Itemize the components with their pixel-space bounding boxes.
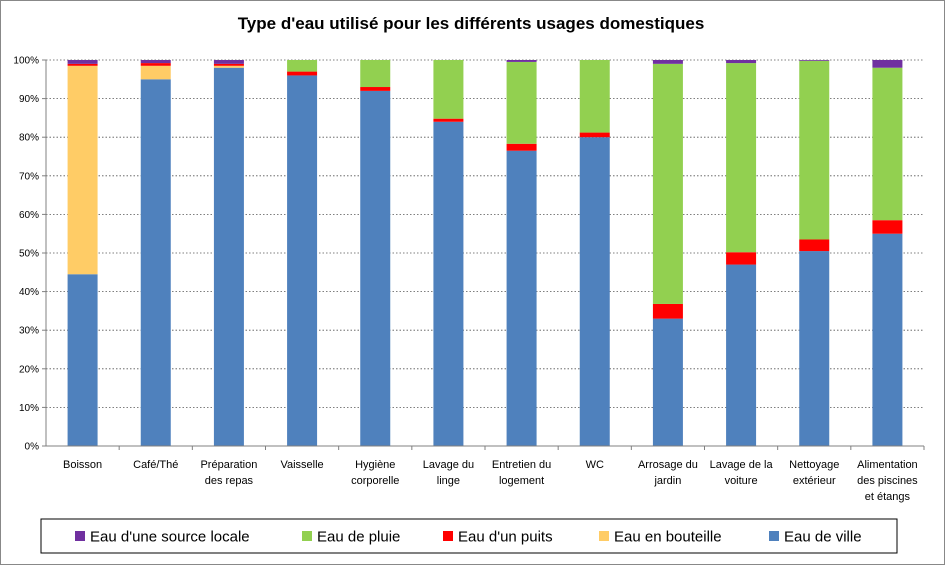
bar-segment bbox=[433, 121, 464, 446]
legend-label: Eau d'une source locale bbox=[90, 529, 250, 546]
y-tick-label: 90% bbox=[19, 94, 39, 105]
bar-segment bbox=[652, 318, 683, 446]
legend-label: Eau en bouteille bbox=[614, 529, 722, 546]
bar-segment bbox=[67, 63, 98, 66]
bar-segment bbox=[287, 75, 318, 446]
bar-segment bbox=[799, 239, 830, 252]
bar-segment bbox=[799, 60, 830, 61]
legend-swatch bbox=[75, 531, 85, 541]
x-category-label: Boisson bbox=[63, 459, 102, 471]
x-category-label: Alimentation des piscines et étangs bbox=[857, 459, 918, 503]
bar-segment bbox=[652, 63, 683, 304]
bar-segment bbox=[213, 67, 244, 446]
y-tick-label: 60% bbox=[19, 210, 39, 221]
legend-box bbox=[40, 518, 898, 554]
legend-swatch bbox=[769, 531, 779, 541]
bar-segment bbox=[67, 274, 98, 446]
bar-segment bbox=[67, 60, 98, 64]
bar-segment bbox=[287, 60, 318, 72]
bar-segment bbox=[360, 60, 391, 88]
x-category-label: Vaisselle bbox=[280, 459, 323, 471]
y-tick-label: 10% bbox=[19, 403, 39, 414]
legend-swatch bbox=[302, 531, 312, 541]
bar-segment bbox=[579, 60, 610, 133]
x-category-label: WC bbox=[586, 459, 604, 471]
bar-segment bbox=[433, 118, 464, 122]
bar-segment bbox=[213, 65, 244, 68]
bar-segment bbox=[287, 71, 318, 76]
bar-segment bbox=[579, 132, 610, 138]
bar-segment bbox=[140, 60, 171, 64]
bar-segment bbox=[872, 220, 903, 234]
x-category-label: Préparation des repas bbox=[200, 459, 257, 487]
bar-segment bbox=[872, 233, 903, 446]
bar-segment bbox=[360, 87, 391, 91]
bar-segment bbox=[799, 60, 830, 240]
bar-segment bbox=[652, 60, 683, 64]
bar-segment bbox=[506, 60, 537, 62]
bar-segment bbox=[726, 60, 757, 64]
x-category-label: Hygiène corporelle bbox=[351, 459, 399, 487]
y-tick-label: 40% bbox=[19, 287, 39, 298]
y-tick-label: 0% bbox=[25, 442, 40, 453]
bar-segment bbox=[726, 63, 757, 253]
bar-segment bbox=[579, 137, 610, 446]
y-tick-label: 70% bbox=[19, 171, 39, 182]
axes: 0% 10% 20% 30% 40% 50% 60% 70% 80% 90% 100% Boisson… bbox=[13, 56, 925, 503]
bar-segment bbox=[433, 60, 464, 119]
legend-label: Eau de pluie bbox=[317, 529, 400, 546]
legend-swatch bbox=[599, 531, 609, 541]
y-tick-label: 30% bbox=[19, 326, 39, 337]
x-category-label: Nettoyage extérieur bbox=[789, 459, 839, 487]
bar-segment bbox=[140, 65, 171, 80]
bar-segment bbox=[872, 67, 903, 221]
bar-segment bbox=[872, 60, 903, 68]
bars bbox=[67, 60, 903, 447]
bar-segment bbox=[140, 79, 171, 447]
bar-segment bbox=[652, 303, 683, 319]
chart-title: Type d'eau utilisé pour les différents u… bbox=[238, 14, 705, 33]
bar-segment bbox=[726, 264, 757, 446]
gridlines bbox=[46, 59, 924, 408]
bar-segment bbox=[506, 61, 537, 144]
bar-segment bbox=[726, 252, 757, 265]
legend-label: Eau de ville bbox=[784, 529, 862, 546]
bar-segment bbox=[506, 150, 537, 446]
y-tick-label: 80% bbox=[19, 133, 39, 144]
legend-swatch bbox=[443, 531, 453, 541]
bar-segment bbox=[67, 65, 98, 275]
bar-segment bbox=[506, 143, 537, 151]
bar-segment bbox=[799, 251, 830, 446]
bar-segment bbox=[140, 63, 171, 66]
x-category-label: Café/Thé bbox=[133, 459, 178, 471]
x-category-label: Entretien du logement bbox=[492, 459, 551, 487]
bar-segment bbox=[360, 90, 391, 446]
legend: Eau d'une source locale Eau de pluie Eau d… bbox=[40, 518, 898, 554]
bar-segment bbox=[213, 60, 244, 64]
bar-segment bbox=[213, 63, 244, 66]
y-tick-label: 100% bbox=[13, 56, 39, 67]
x-category-label: Arrosage du jardin bbox=[638, 459, 698, 487]
x-category-label: Lavage de la voiture bbox=[710, 459, 774, 487]
y-tick-label: 50% bbox=[19, 249, 39, 260]
y-tick-label: 20% bbox=[19, 364, 39, 375]
legend-label: Eau d'un puits bbox=[458, 529, 553, 546]
x-category-label: Lavage du linge bbox=[423, 459, 474, 487]
